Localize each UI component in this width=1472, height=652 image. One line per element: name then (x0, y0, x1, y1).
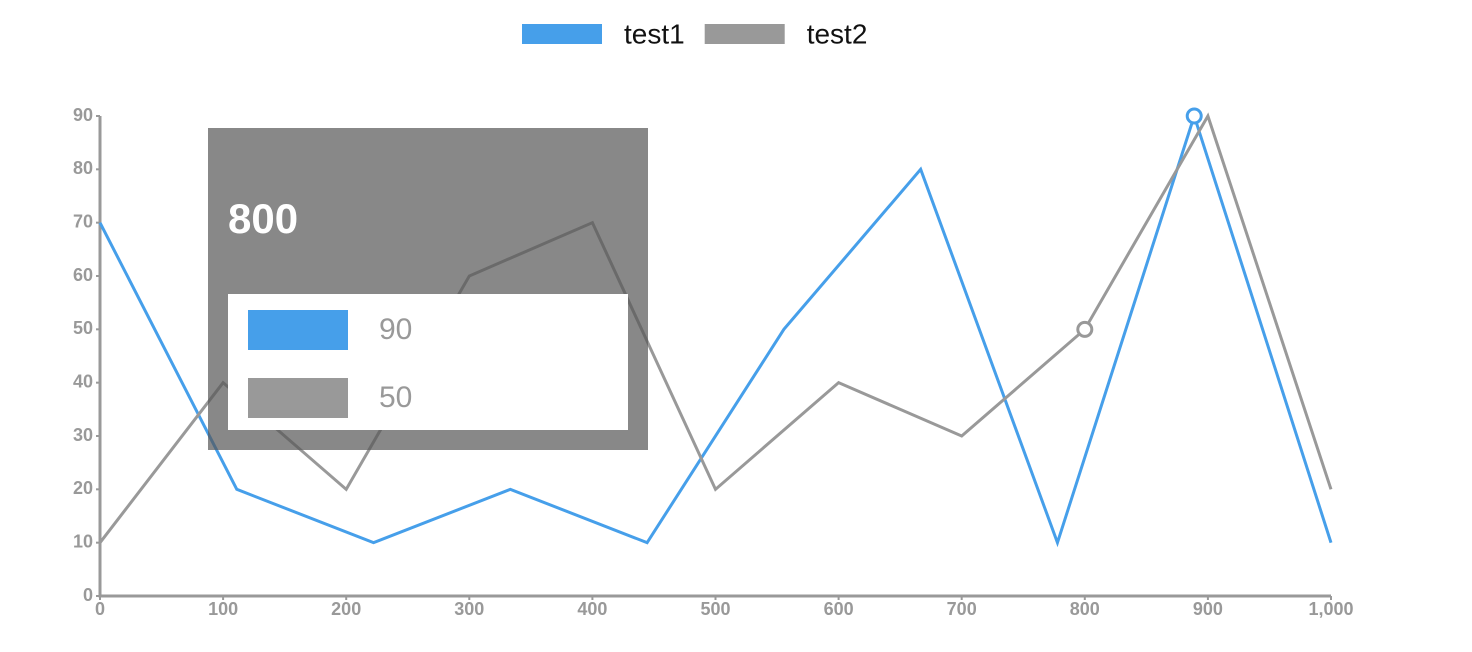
x-tick-label: 300 (454, 599, 484, 619)
y-tick-label: 50 (73, 318, 93, 338)
x-tick-label: 1,000 (1308, 599, 1353, 619)
legend-label: test1 (624, 18, 685, 49)
tooltip-value: 90 (379, 313, 412, 346)
tooltip-swatch (248, 310, 348, 350)
y-tick-label: 20 (73, 478, 93, 498)
x-tick-label: 200 (331, 599, 361, 619)
x-tick-label: 600 (824, 599, 854, 619)
tooltip-value: 50 (379, 381, 412, 414)
x-tick-label: 400 (577, 599, 607, 619)
highlight-point (1076, 320, 1094, 338)
x-tick-label: 700 (947, 599, 977, 619)
series-line (98, 111, 1333, 548)
legend-label: test2 (807, 18, 868, 49)
y-tick-label: 80 (73, 158, 93, 178)
highlight-point (1185, 107, 1203, 125)
x-tick-label: 800 (1070, 599, 1100, 619)
y-tick-label: 70 (73, 211, 93, 231)
x-tick-label: 100 (208, 599, 238, 619)
x-tick-label: 0 (95, 599, 105, 619)
legend-swatch (522, 24, 602, 44)
y-tick-label: 90 (73, 105, 93, 125)
series-line (98, 112, 1333, 544)
y-tick-label: 10 (73, 531, 93, 551)
legend-swatch (704, 24, 785, 44)
tooltip-title: 800 (228, 195, 298, 242)
tooltip-swatch (248, 378, 348, 418)
x-tick-label: 900 (1193, 599, 1223, 619)
y-tick-label: 30 (73, 425, 93, 445)
y-tick-label: 60 (73, 265, 93, 285)
x-tick-label: 500 (700, 599, 730, 619)
y-tick-label: 0 (83, 585, 93, 605)
y-tick-label: 40 (73, 371, 93, 391)
